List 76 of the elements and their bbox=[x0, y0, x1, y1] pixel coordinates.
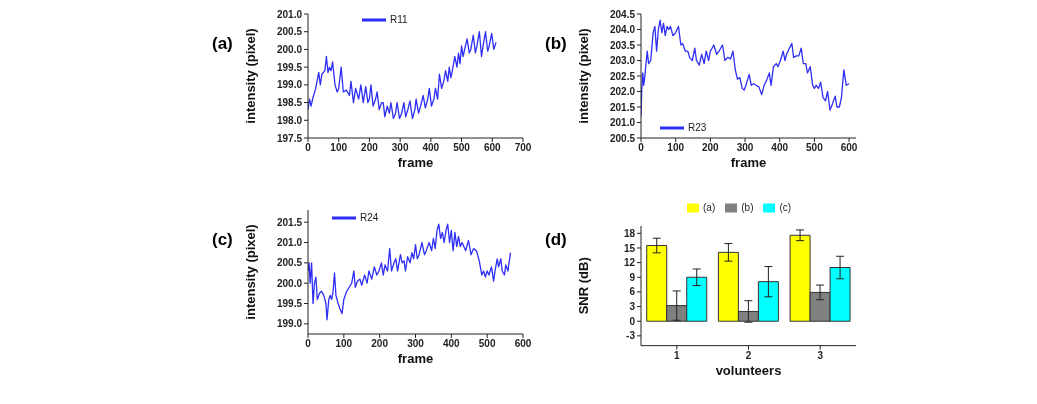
y-tick-label: 198.5 bbox=[276, 97, 303, 109]
x-tick-label: 600 bbox=[840, 142, 858, 154]
legend-label: (a) bbox=[703, 202, 716, 213]
text: (a) bbox=[212, 34, 233, 54]
x-tick-label: 700 bbox=[514, 142, 532, 154]
y-tick-label: 6 bbox=[629, 286, 636, 298]
y-tick-label: 204.5 bbox=[609, 8, 636, 20]
x-tick-label: 300 bbox=[391, 142, 409, 154]
y-tick-label: 200.5 bbox=[609, 132, 636, 144]
y-tick-label: 15 bbox=[623, 242, 636, 254]
legend-label: (c) bbox=[779, 202, 792, 213]
x-axis-title: frame bbox=[397, 351, 434, 367]
y-tick-label: 199.0 bbox=[276, 318, 303, 330]
y-tick-label: 203.5 bbox=[609, 39, 636, 51]
legend-label: R24 bbox=[360, 211, 379, 223]
y-tick-label: 201.0 bbox=[276, 237, 303, 249]
y-axis-title: SNR (dB) bbox=[575, 257, 591, 315]
x-axis-title: volunteers bbox=[715, 362, 782, 378]
x-tick-label: 400 bbox=[422, 142, 440, 154]
y-tick-label: 204.0 bbox=[609, 24, 636, 36]
text: (c) bbox=[212, 230, 233, 250]
y-tick-label: 201.5 bbox=[276, 216, 303, 228]
y-tick-label: 203.0 bbox=[609, 55, 636, 67]
y-tick-label: 201.0 bbox=[609, 117, 636, 129]
x-tick-label: 600 bbox=[483, 142, 502, 154]
y-tick-label: 202.5 bbox=[609, 70, 636, 82]
x-tick-label: 300 bbox=[407, 338, 425, 350]
line-series bbox=[308, 223, 512, 321]
x-tick-label: 0 bbox=[305, 338, 312, 350]
x-tick-label: 200 bbox=[371, 338, 389, 350]
y-tick-label: 201.0 bbox=[276, 8, 303, 20]
y-axis-title: intensity (pixel) bbox=[242, 28, 258, 124]
x-tick-label: 600 bbox=[514, 338, 532, 350]
y-tick-label: 199.0 bbox=[276, 79, 303, 91]
x-tick-label: 500 bbox=[453, 142, 471, 154]
y-tick-label: 0 bbox=[629, 315, 636, 327]
y-tick-label: 200.0 bbox=[276, 43, 303, 55]
x-tick-label: 400 bbox=[771, 142, 789, 154]
legend-label: R23 bbox=[688, 121, 707, 133]
legend-label: R11 bbox=[390, 13, 408, 25]
x-axis-title: frame bbox=[730, 155, 767, 171]
x-tick-label: 500 bbox=[806, 142, 824, 154]
x-tick-label: 500 bbox=[478, 338, 496, 350]
x-tick-label: 200 bbox=[361, 142, 379, 154]
y-tick-label: 12 bbox=[623, 257, 636, 269]
y-tick-label: 202.0 bbox=[609, 86, 636, 98]
x-tick-label: 3 bbox=[817, 349, 824, 361]
legend-label: (b) bbox=[741, 202, 754, 213]
y-tick-label: 200.0 bbox=[276, 277, 303, 289]
x-tick-label: 200 bbox=[702, 142, 720, 154]
y-tick-label: 198.0 bbox=[276, 114, 303, 126]
y-tick-label: 9 bbox=[629, 271, 636, 283]
x-axis-title: frame bbox=[397, 155, 434, 171]
x-tick-label: 1 bbox=[674, 349, 681, 361]
y-tick-label: -3 bbox=[626, 330, 636, 342]
x-tick-label: 100 bbox=[330, 142, 348, 154]
chart-title: (d) bbox=[545, 230, 567, 250]
x-tick-label: 2 bbox=[745, 349, 752, 361]
y-tick-label: 201.5 bbox=[609, 101, 636, 113]
y-tick-label: 200.5 bbox=[276, 26, 303, 38]
x-tick-label: 300 bbox=[736, 142, 754, 154]
y-tick-label: 199.5 bbox=[276, 61, 303, 73]
y-tick-label: 199.5 bbox=[276, 298, 303, 310]
y-tick-label: 3 bbox=[629, 301, 636, 313]
x-tick-label: 100 bbox=[335, 338, 353, 350]
y-axis-title: intensity (pixel) bbox=[242, 224, 258, 320]
x-tick-label: 100 bbox=[667, 142, 685, 154]
text: (b) bbox=[545, 34, 567, 54]
y-axis-title: intensity (pixel) bbox=[575, 28, 591, 124]
x-tick-label: 0 bbox=[305, 142, 312, 154]
x-tick-label: 0 bbox=[638, 142, 645, 154]
x-tick-label: 400 bbox=[442, 338, 461, 350]
y-tick-label: 197.5 bbox=[276, 132, 303, 144]
y-tick-label: 18 bbox=[623, 227, 636, 239]
y-tick-label: 200.5 bbox=[276, 257, 303, 269]
line-series bbox=[308, 31, 497, 120]
